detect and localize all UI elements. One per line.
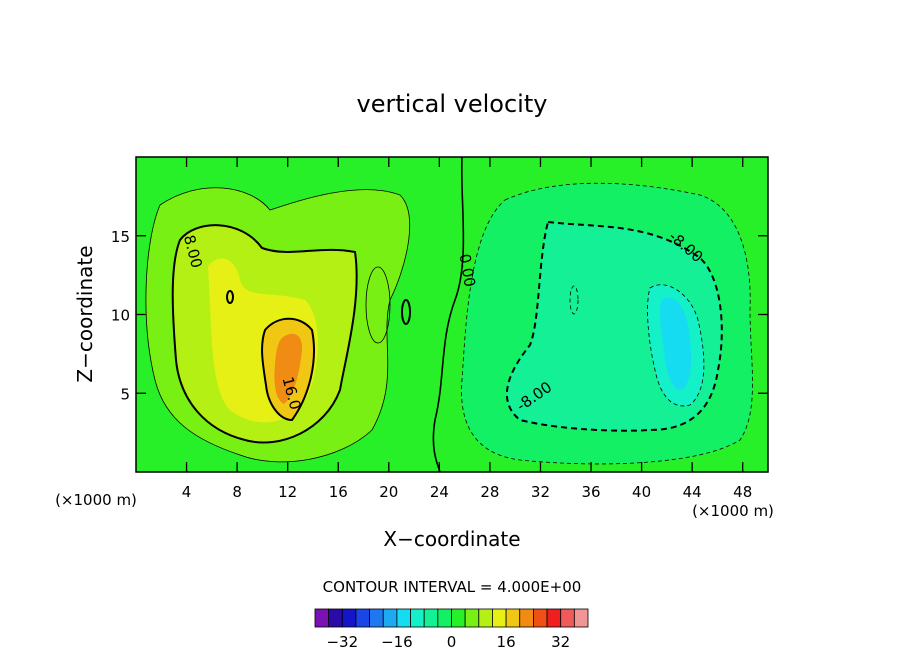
contour-label-text: 0.00 — [455, 252, 479, 288]
contour-line-neg8 — [505, 220, 723, 432]
colorbar-swatch — [314, 608, 330, 628]
colorbar-tick-label: −32 — [326, 633, 358, 651]
colorbar-swatch — [410, 608, 425, 628]
contour-lines — [145, 157, 753, 472]
colorbar-swatch — [437, 608, 452, 628]
colorbar-swatch — [519, 608, 534, 628]
x-tick-label: 44 — [683, 483, 702, 501]
contour-line-8 — [171, 224, 358, 444]
x-tick-label: 16 — [329, 483, 348, 501]
y-axis-label: Z−coordinate — [73, 245, 97, 382]
y-tick-label: 15 — [111, 228, 130, 246]
colorbar-swatch — [464, 608, 480, 628]
contour-fill-neg16 — [660, 297, 692, 391]
x-axis-label: X−coordinate — [383, 527, 520, 551]
x-tick-label: 28 — [480, 483, 499, 501]
y-tick-label: 10 — [111, 307, 130, 325]
x-tick-label: 4 — [182, 483, 192, 501]
x-tick-label: 32 — [531, 483, 550, 501]
y-axis: 5 10 15 — [111, 228, 768, 403]
contour-line-neg4 — [461, 182, 753, 465]
contour-line-small-3 — [226, 290, 234, 304]
colorbar-tick-label: 16 — [497, 633, 516, 651]
colorbar-swatch — [328, 608, 343, 628]
colorbar-swatch — [369, 608, 384, 628]
x-tick-label: 8 — [232, 483, 242, 501]
colorbar-swatch — [560, 608, 575, 628]
colorbar-swatch — [478, 608, 493, 628]
contour-interval-text: CONTOUR INTERVAL = 4.000E+00 — [323, 578, 582, 596]
chart-title: vertical velocity — [357, 90, 548, 118]
x-tick-label: 36 — [581, 483, 600, 501]
x-unit-label: (×1000 m) — [692, 502, 774, 520]
contour-fill-20 — [274, 333, 303, 404]
contour-label: 0.00 — [455, 252, 479, 288]
z-unit-label: (×1000 m) — [55, 491, 137, 509]
colorbar-swatch — [451, 608, 466, 628]
colorbar-swatch — [505, 608, 521, 628]
x-tick-label: 12 — [278, 483, 297, 501]
contour-line-zero — [432, 157, 465, 472]
contour-line-16 — [261, 317, 315, 422]
x-tick-label: 48 — [733, 483, 752, 501]
x-axis: 4 8 12 16 20 24 28 32 36 40 44 48 — [182, 157, 752, 501]
x-tick-label: 24 — [430, 483, 449, 501]
colorbar-tick-label: 0 — [447, 633, 457, 651]
colorbar-tick-label: −16 — [381, 633, 413, 651]
x-tick-label: 20 — [379, 483, 398, 501]
colorbar-swatch — [533, 608, 548, 628]
colorbar-swatch — [355, 608, 371, 628]
contour-line-small-2 — [401, 299, 411, 325]
colorbar: −32 −16 0 16 32 — [314, 608, 589, 651]
contour-line-small-4 — [569, 285, 579, 315]
colorbar-swatch — [492, 608, 507, 628]
colorbar-swatch — [396, 608, 411, 628]
filled-contours — [145, 183, 753, 464]
colorbar-swatch — [341, 608, 357, 628]
colorbar-swatch — [423, 608, 439, 628]
colorbar-swatch — [546, 608, 562, 628]
contour-line-small-1 — [365, 266, 391, 344]
colorbar-swatch — [382, 608, 398, 628]
colorbar-swatch — [573, 608, 589, 628]
colorbar-tick-label: 32 — [551, 633, 570, 651]
contour-line-neg12 — [647, 284, 705, 407]
x-tick-label: 40 — [632, 483, 651, 501]
contour-line-4 — [145, 187, 411, 463]
y-tick-label: 5 — [120, 385, 130, 403]
